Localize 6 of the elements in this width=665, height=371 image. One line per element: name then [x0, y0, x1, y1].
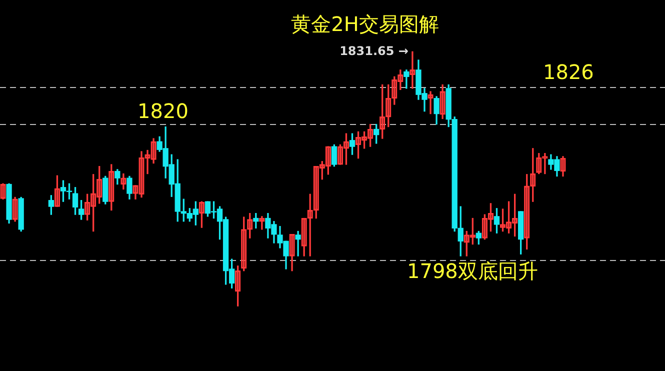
candlestick	[295, 230, 301, 256]
text: 黄金2H交易图解	[291, 12, 439, 36]
ref-line-label: 1798双底回升	[407, 258, 538, 283]
ref-line-label: 1826	[543, 60, 594, 84]
ref-line-label: 1820	[138, 98, 188, 123]
annotation: 1831.65 →	[340, 44, 408, 58]
